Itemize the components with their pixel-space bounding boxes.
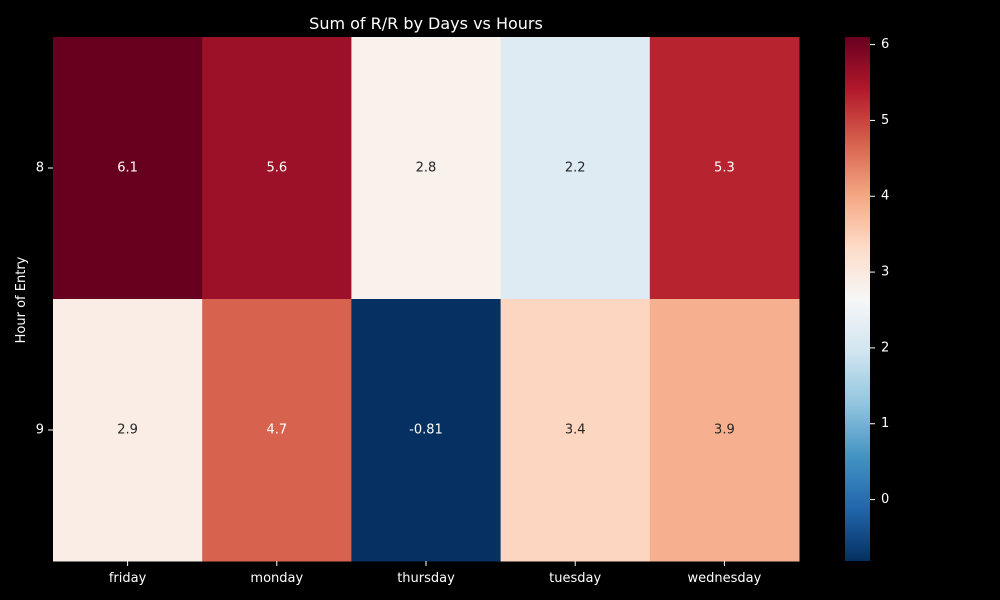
- colorbar-ticks: 0 1 2 3 4 5 6: [870, 37, 889, 507]
- y-tick-label: 9: [36, 423, 44, 438]
- heatmap-cell: [500, 37, 651, 300]
- heatmap-cell: [351, 299, 502, 562]
- colorbar-tick-label: 2: [881, 340, 889, 355]
- y-axis-ticks: 89: [36, 161, 53, 438]
- x-tick-label: thursday: [397, 571, 455, 586]
- colorbar-tick-label: 6: [881, 37, 889, 52]
- colorbar-tick-label: 4: [881, 189, 889, 204]
- x-tick-label: monday: [250, 571, 303, 586]
- colorbar-tick-label: 3: [881, 265, 889, 280]
- cell-value-label: 3.9: [714, 423, 735, 438]
- x-tick-label: friday: [109, 571, 147, 586]
- colorbar-tick-label: 0: [881, 492, 889, 507]
- cell-value-label: 2.9: [117, 423, 138, 438]
- cell-value-label: 3.4: [565, 423, 586, 438]
- colorbar-tick-label: 5: [881, 113, 889, 128]
- y-tick-label: 8: [36, 161, 44, 176]
- heatmap-cell: [351, 37, 502, 300]
- colorbar-tick-label: 1: [881, 416, 889, 431]
- x-tick-label: tuesday: [549, 571, 601, 586]
- x-axis-ticks: friday monday thursday tuesday wednesday: [109, 561, 762, 586]
- heatmap-cell: [649, 299, 800, 562]
- heatmap-cell: [202, 37, 352, 300]
- heatmap-cells: 6.1 5.6 2.8 2.2 5.3 2.9 4.7 -0.81 3.4 3.9: [53, 37, 800, 562]
- cell-value-label: 5.6: [266, 161, 287, 176]
- cell-value-label: 4.7: [266, 423, 287, 438]
- heatmap-cell: [500, 299, 651, 562]
- chart-title: Sum of R/R by Days vs Hours: [309, 14, 543, 33]
- heatmap-cell: [649, 37, 800, 300]
- cell-value-label: 5.3: [714, 161, 735, 176]
- heatmap-cell: [53, 299, 203, 562]
- colorbar: [845, 37, 870, 561]
- y-axis-label: Hour of Entry: [14, 256, 29, 343]
- heatmap-cell: [202, 299, 352, 562]
- cell-value-label: 6.1: [117, 161, 138, 176]
- x-tick-label: wednesday: [687, 571, 761, 586]
- cell-value-label: 2.2: [565, 161, 586, 176]
- heatmap-cell: [53, 37, 203, 300]
- cell-value-label: 2.8: [416, 161, 437, 176]
- cell-value-label: -0.81: [409, 423, 443, 438]
